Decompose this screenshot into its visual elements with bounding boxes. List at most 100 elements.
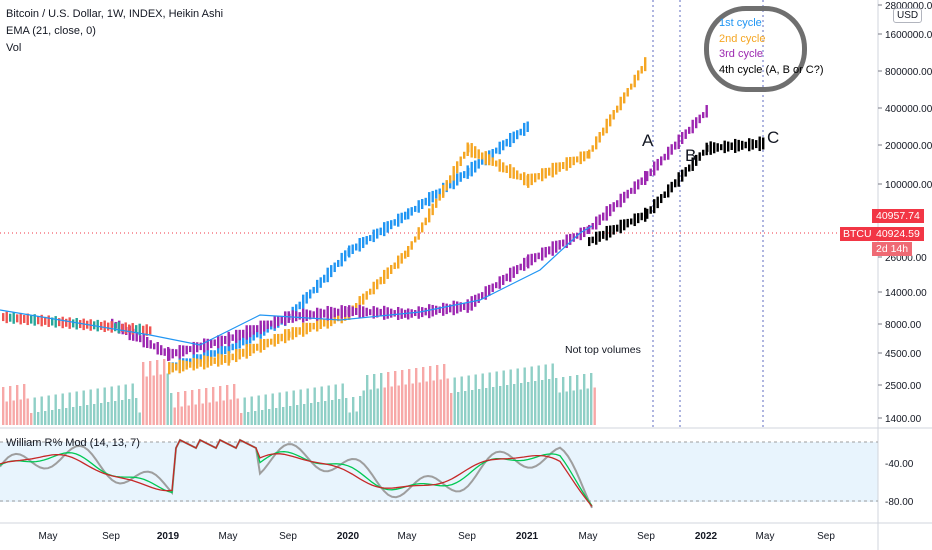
candle bbox=[333, 314, 336, 324]
candle bbox=[19, 312, 22, 325]
candle bbox=[217, 353, 220, 367]
candle bbox=[595, 231, 598, 245]
candle bbox=[588, 224, 591, 234]
time-tick-label: 2021 bbox=[516, 531, 539, 542]
osc-tick-label: -80.00 bbox=[885, 497, 914, 508]
candle bbox=[217, 335, 220, 349]
candle bbox=[498, 159, 501, 172]
candle bbox=[598, 231, 601, 242]
candle bbox=[602, 127, 605, 136]
candle bbox=[474, 160, 477, 173]
oscillator-label[interactable]: William R% Mod (14, 13, 7) bbox=[6, 437, 140, 449]
candle bbox=[605, 225, 608, 241]
candle bbox=[407, 208, 410, 220]
candle bbox=[619, 193, 622, 208]
candle bbox=[26, 313, 29, 326]
candle bbox=[516, 265, 519, 275]
candle bbox=[523, 122, 526, 136]
candle bbox=[348, 305, 351, 318]
candle bbox=[182, 345, 185, 357]
volume-bar bbox=[184, 391, 187, 425]
volume-bar bbox=[16, 385, 19, 425]
volume-bar bbox=[436, 365, 439, 425]
candle bbox=[333, 262, 336, 273]
candle bbox=[456, 161, 459, 174]
candle bbox=[270, 320, 273, 327]
candle bbox=[598, 132, 601, 143]
candle bbox=[670, 144, 673, 155]
candle bbox=[481, 157, 484, 165]
candle bbox=[414, 205, 417, 212]
candle bbox=[160, 345, 163, 356]
volume-bar bbox=[198, 389, 201, 425]
candle bbox=[477, 149, 480, 159]
candle bbox=[459, 156, 462, 167]
last-price-tag: 40957.74 bbox=[872, 209, 924, 223]
volume-bar bbox=[471, 390, 474, 425]
volume-bar bbox=[324, 401, 327, 425]
candle bbox=[386, 307, 389, 319]
candle bbox=[393, 262, 396, 270]
candle bbox=[231, 343, 234, 351]
time-axis[interactable]: May Sep 2019 May Sep 2020 May Sep 2021 May Sep 2022… bbox=[39, 531, 836, 542]
candle bbox=[142, 325, 145, 334]
candle bbox=[171, 362, 174, 373]
volume-bar bbox=[278, 392, 281, 425]
label-c: C bbox=[767, 128, 780, 147]
volume-bar bbox=[26, 398, 29, 425]
price-axis[interactable]: 2800000.00 1600000.00 800000.00 400000.00 20… bbox=[878, 1, 932, 425]
volume-bar bbox=[415, 368, 418, 425]
candle bbox=[365, 291, 368, 300]
candle bbox=[302, 294, 305, 309]
candle bbox=[407, 308, 410, 320]
candle bbox=[481, 292, 484, 300]
volume-bar bbox=[586, 388, 589, 425]
volume-bar bbox=[215, 401, 218, 425]
candle bbox=[512, 131, 515, 144]
candle bbox=[249, 344, 252, 357]
candle bbox=[224, 346, 227, 355]
oscillator-axis[interactable]: -40.00 -80.00 bbox=[885, 459, 914, 508]
volume-bar bbox=[317, 402, 320, 425]
volume-bar bbox=[345, 398, 348, 425]
volume-bar bbox=[355, 411, 358, 425]
volume-bar bbox=[338, 399, 341, 425]
candle bbox=[376, 307, 379, 318]
candle bbox=[5, 311, 8, 324]
candle bbox=[463, 171, 466, 179]
candle bbox=[541, 247, 544, 261]
candle bbox=[586, 151, 589, 159]
volume-bar bbox=[579, 389, 582, 425]
volume-bar bbox=[513, 384, 516, 425]
volume-bar bbox=[373, 374, 376, 425]
candle bbox=[663, 191, 666, 198]
volume-note: Not top volumes bbox=[565, 344, 641, 356]
candle bbox=[146, 336, 149, 348]
candle bbox=[369, 235, 372, 242]
osc-slow-line bbox=[0, 439, 593, 507]
candle bbox=[231, 353, 234, 361]
candle bbox=[96, 319, 99, 332]
time-tick-label: Sep bbox=[817, 531, 835, 542]
candle bbox=[670, 181, 673, 193]
candle bbox=[220, 335, 223, 347]
price-tick-label: 2800000.00 bbox=[885, 1, 932, 12]
candle bbox=[132, 328, 135, 341]
candle bbox=[424, 197, 427, 206]
ema-legend[interactable]: EMA (21, close, 0) bbox=[6, 25, 96, 37]
candle bbox=[623, 219, 626, 231]
candle bbox=[488, 284, 491, 296]
candle bbox=[424, 217, 427, 226]
volume-bar bbox=[79, 406, 82, 425]
volume-legend[interactable]: Vol bbox=[6, 42, 22, 54]
currency-button[interactable]: USD bbox=[893, 8, 923, 23]
candle bbox=[530, 173, 533, 186]
candle bbox=[551, 241, 554, 256]
cycle-legend-item-2: 2nd cycle bbox=[719, 32, 766, 45]
candle bbox=[362, 237, 365, 249]
oscillator-lines bbox=[0, 438, 593, 509]
candle bbox=[579, 151, 582, 165]
candle bbox=[467, 301, 470, 310]
time-tick-label: May bbox=[398, 531, 417, 542]
